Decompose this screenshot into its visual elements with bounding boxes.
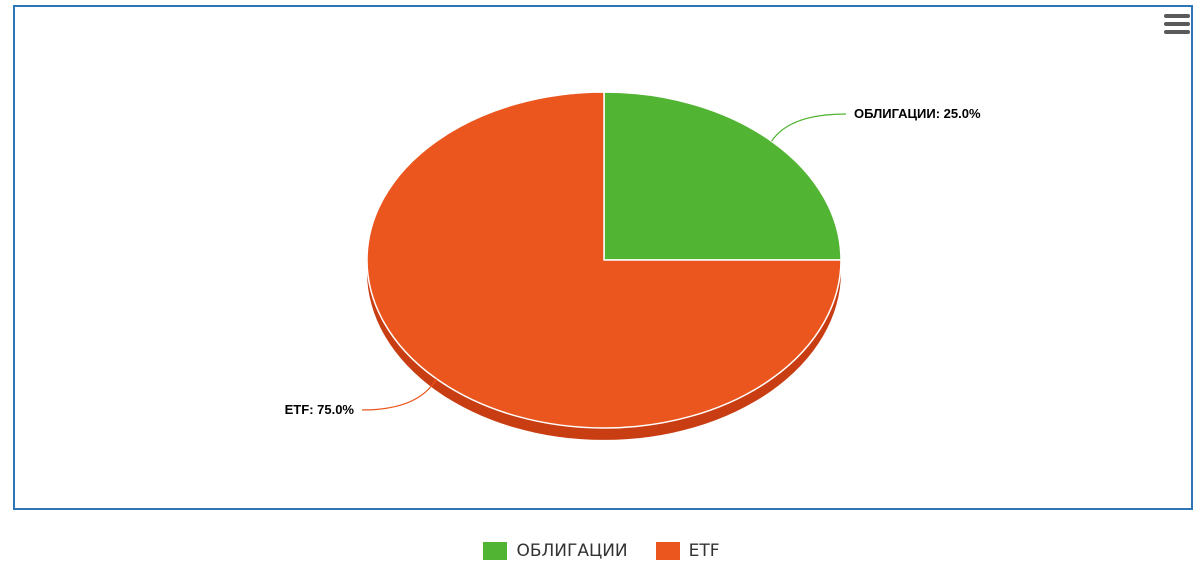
legend-swatch-bonds — [483, 542, 508, 560]
slice-connector-line — [361, 378, 437, 411]
slice-data-label: ОБЛИГАЦИИ: 25.0% — [854, 106, 981, 121]
menu-bar-icon — [1164, 22, 1190, 26]
legend-item-bonds[interactable]: ОБЛИГАЦИИ — [483, 541, 628, 561]
hamburger-menu-icon[interactable] — [1162, 12, 1192, 38]
legend-label-etf: ETF — [688, 541, 720, 561]
label-layer: ОБЛИГАЦИИ: 25.0% ETF: 75.0% — [285, 106, 981, 417]
pie-layer — [366, 91, 842, 440]
slice-connector-line — [771, 113, 847, 142]
menu-bar-icon — [1164, 30, 1190, 34]
slice-data-label: ETF: 75.0% — [285, 402, 355, 417]
menu-bar-icon — [1164, 14, 1190, 18]
legend-item-etf[interactable]: ETF — [655, 541, 720, 561]
legend-label-bonds: ОБЛИГАЦИИ — [516, 541, 628, 561]
legend: ОБЛИГАЦИИ ETF — [0, 538, 1203, 564]
pie-slice[interactable] — [603, 91, 842, 261]
legend-swatch-etf — [655, 542, 680, 560]
